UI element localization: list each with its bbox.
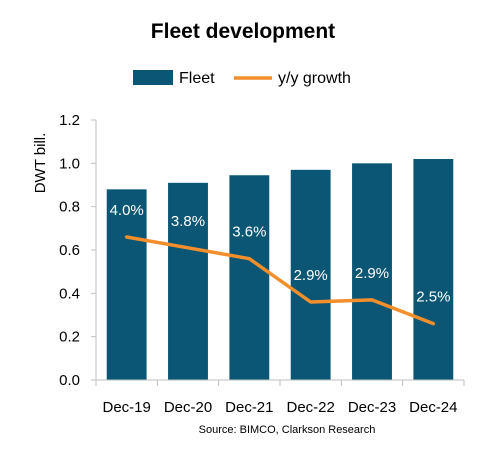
legend: Fleet y/y growth: [133, 70, 351, 87]
y-axis-label: DWT bill.: [32, 133, 49, 194]
growth-data-label: 3.6%: [232, 224, 266, 241]
legend-label-growth: y/y growth: [278, 70, 351, 87]
bar-dec-20: [168, 182, 208, 380]
chart-title: Fleet development: [151, 20, 335, 43]
growth-data-label: 4.0%: [110, 202, 144, 219]
y-tick-label: 1.0: [59, 155, 80, 172]
x-tick-label: Dec-23: [348, 399, 396, 416]
y-tick-label: 1.2: [59, 112, 80, 129]
legend-label-fleet: Fleet: [179, 70, 215, 87]
bar-dec-21: [229, 175, 270, 380]
x-tick-label: Dec-22: [286, 399, 334, 416]
growth-series-line: [124, 235, 436, 326]
growth-data-label: 3.8%: [171, 213, 205, 230]
y-tick-label: 0.8: [59, 199, 80, 216]
growth-data-label: 2.9%: [294, 267, 328, 284]
source-note: Source: BIMCO, Clarkson Research: [199, 424, 376, 436]
x-tick-label: Dec-21: [225, 399, 273, 416]
x-axis: Dec-19 Dec-20 Dec-21 Dec-22 Dec-23 Dec-24: [95, 379, 465, 416]
x-tick-label: Dec-19: [102, 399, 150, 416]
y-tick-label: 0.0: [59, 372, 80, 389]
bar-dec-22: [290, 169, 331, 380]
x-tick-label: Dec-20: [164, 399, 212, 416]
y-tick-label: 0.2: [59, 329, 80, 346]
growth-data-labels: 4.0% 3.8% 3.6% 2.9% 2.9% 2.5%: [110, 202, 451, 306]
growth-data-label: 2.5%: [416, 289, 450, 306]
y-tick-label: 0.4: [59, 285, 80, 302]
bar-dec-19: [106, 189, 147, 380]
fleet-bars: [106, 159, 454, 380]
bar-dec-24: [413, 159, 454, 380]
x-tick-label: Dec-24: [409, 399, 457, 416]
growth-data-label: 2.9%: [355, 265, 389, 282]
y-tick-label: 0.6: [59, 242, 80, 259]
growth-line: [124, 235, 436, 326]
legend-swatch-fleet: [133, 70, 173, 85]
y-axis: 0.0 0.2 0.4 0.6 0.8 1.0 1.2: [59, 112, 97, 389]
bar-dec-23: [352, 163, 392, 380]
